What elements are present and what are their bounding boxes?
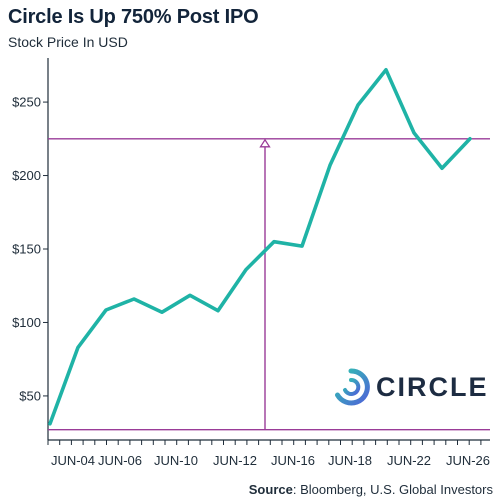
circle-logo-wordmark: CIRCLE [376,371,489,402]
price-series-line [48,68,472,426]
chart-title: Circle Is Up 750% Post IPO [8,6,259,28]
y-tick-label: $200 [12,168,41,183]
chart-subtitle: Stock Price In USD [8,34,128,50]
y-tick-label: $150 [12,242,41,257]
y-tick-label: $100 [12,315,41,330]
source-label: Source [248,482,293,497]
circle-logo: CIRCLE [332,366,489,408]
x-tick-label: JUN-22 [387,453,431,468]
y-tick-label: $50 [19,388,41,403]
x-tick-label: JUN-06 [98,453,142,468]
x-tick-label: JUN-12 [213,453,257,468]
source-note: Source: Bloomberg, U.S. Global Investors [249,482,493,497]
y-tick-label: $250 [12,95,41,110]
x-tick-label: JUN-18 [328,453,372,468]
x-tick-label: JUN-04 [51,453,95,468]
circle-logo-icon [335,368,370,406]
x-tick-label: JUN-16 [271,453,315,468]
x-tick-label: JUN-26 [446,453,490,468]
source-text: : Bloomberg, U.S. Global Investors [292,482,493,497]
x-tick-label: JUN-10 [154,453,198,468]
gain-arrow-head [259,138,271,148]
